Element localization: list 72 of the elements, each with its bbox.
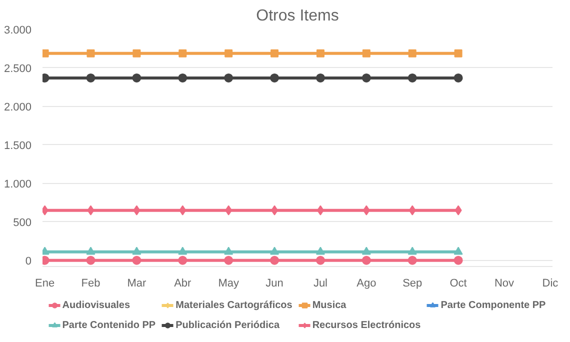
point <box>87 205 94 216</box>
point <box>408 73 417 82</box>
legend-label: Audiovisuales <box>62 298 130 312</box>
point <box>454 49 462 58</box>
legend-label: Publicación Periódica <box>176 318 280 332</box>
x-tick-label: Ago <box>356 278 376 290</box>
point <box>86 256 96 265</box>
point <box>224 49 233 58</box>
point <box>132 246 142 255</box>
legend-label: Parte Componente PP <box>440 298 546 312</box>
point <box>408 256 417 265</box>
point <box>270 246 280 255</box>
y-tick-label: 2.000 <box>4 101 32 114</box>
y-tick-label: 0 <box>25 255 32 268</box>
x-tick-label: Nov <box>494 278 515 290</box>
y-tick-label: 2.500 <box>4 62 32 75</box>
point <box>224 256 234 265</box>
point <box>178 256 188 265</box>
y-tick-label: 1.500 <box>4 140 32 152</box>
point <box>178 49 187 58</box>
legend-label: Recursos Electrónicos <box>312 318 421 332</box>
point <box>178 246 188 255</box>
point <box>270 256 280 265</box>
x-tick-label: Jul <box>313 278 328 290</box>
point <box>132 256 142 265</box>
point <box>132 49 141 58</box>
x-tick-label: Ene <box>35 278 55 290</box>
point <box>454 256 463 265</box>
point <box>316 49 324 58</box>
point <box>454 205 462 216</box>
point <box>316 73 325 82</box>
y-tick-label: 3.000 <box>4 24 32 36</box>
point <box>271 205 278 216</box>
point <box>362 256 371 265</box>
point <box>316 205 324 216</box>
point <box>270 49 279 58</box>
point <box>408 49 416 58</box>
x-tick-label: Oct <box>450 278 467 290</box>
x-tick-label: Abr <box>174 278 192 290</box>
point <box>86 246 96 255</box>
x-tick-label: May <box>218 278 240 290</box>
x-tick-label: Feb <box>81 278 100 290</box>
point <box>133 205 140 216</box>
legend-label: Materiales Cartográficos <box>176 298 292 312</box>
point <box>316 256 325 265</box>
y-tick-label: 500 <box>13 216 32 229</box>
chart-title: Otros Items <box>256 8 339 24</box>
x-tick-label: Dic <box>542 278 559 290</box>
point <box>408 246 417 255</box>
point <box>224 246 234 255</box>
point <box>362 205 370 216</box>
x-tick-label: Mar <box>127 278 146 290</box>
point <box>362 246 371 255</box>
point <box>270 73 280 82</box>
point <box>362 73 371 82</box>
point <box>316 246 325 255</box>
point <box>225 205 232 216</box>
legend-label: Parte Contenido PP <box>62 318 156 332</box>
point <box>86 73 96 82</box>
x-tick-label: Jun <box>266 278 284 290</box>
point <box>224 73 234 82</box>
point <box>132 73 142 82</box>
y-tick-label: 1.000 <box>4 178 32 190</box>
point <box>454 73 463 82</box>
x-tick-label: Sep <box>402 278 422 290</box>
legend-label: Musica <box>312 298 346 312</box>
point <box>454 246 463 255</box>
point <box>362 49 370 58</box>
point <box>86 49 95 58</box>
point <box>408 205 416 216</box>
point <box>179 205 186 216</box>
point <box>178 73 188 82</box>
